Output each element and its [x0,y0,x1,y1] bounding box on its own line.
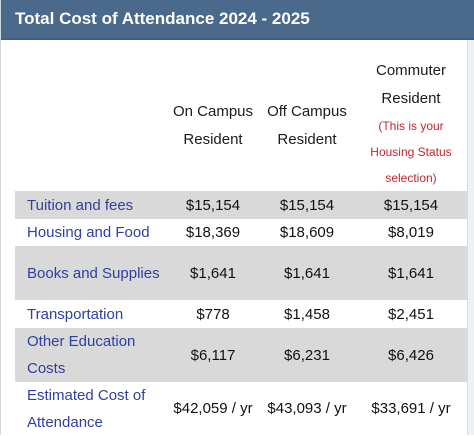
off-campus-value: $6,231 [284,346,330,364]
off-campus-value: $1,641 [284,264,330,282]
panel-right-edge [467,40,474,435]
column-header-off-campus: Off Campus Resident [259,98,355,154]
row-label: Transportation [27,305,124,323]
on-campus-value: $18,369 [185,224,241,241]
row-label: Tuition and fees [27,196,134,214]
on-campus-value: $778 [196,305,230,323]
row-label: Housing and Food [27,224,150,241]
column-header-on-campus: On Campus Resident [165,98,261,154]
column-header-line1: Off Campus [267,103,347,120]
table-row-other-education: Other Education Costs $6,117 $6,231 $6,4… [15,328,467,382]
table-row-tuition: Tuition and fees $15,154 $15,154 $15,154 [15,191,467,219]
column-header-commuter: Commuter Resident (This is your Housing … [355,57,467,191]
table-row-books: Books and Supplies $1,641 $1,641 $1,641 [15,246,467,300]
commuter-value: $2,451 [388,305,434,323]
column-header-line2: Resident [183,131,243,148]
commuter-value: $1,641 [388,264,434,282]
row-label: Other Education Costs [27,333,136,377]
on-campus-value: $15,154 [185,196,241,214]
title-bar: Total Cost of Attendance 2024 - 2025 [1,0,474,40]
on-campus-value: $6,117 [190,346,236,364]
housing-status-note-line1: (This is your [378,119,444,133]
row-label: Books and Supplies [27,264,160,282]
column-header-line1: Commuter [375,62,446,79]
on-campus-value: $1,641 [190,264,236,282]
off-campus-value: $43,093 / yr [267,400,347,417]
column-header-row: On Campus Resident Off Campus Resident C… [15,40,467,191]
on-campus-value: $42,059 / yr [173,400,253,417]
off-campus-value: $15,154 [279,196,335,214]
table-row-transportation: Transportation $778 $1,458 $2,451 [15,300,467,328]
commuter-value: $33,691 / yr [371,400,451,417]
table-row-estimated-total: Estimated Cost of Attendance $42,059 / y… [15,382,467,435]
column-header-line1: On Campus [172,103,254,120]
commuter-value: $8,019 [388,224,434,241]
table-title: Total Cost of Attendance 2024 - 2025 [15,9,310,28]
housing-status-note-line3: selection) [385,171,437,185]
row-label: Estimated Cost of Attendance [27,386,146,431]
housing-status-note-line2: Housing Status [370,145,452,159]
column-header-line2: Resident [277,131,337,148]
table-row-housing: Housing and Food $18,369 $18,609 $8,019 [15,219,467,246]
column-header-line2: Resident [381,90,441,107]
off-campus-value: $18,609 [279,224,335,241]
off-campus-value: $1,458 [284,305,330,323]
commuter-value: $15,154 [383,196,439,214]
commuter-value: $6,426 [388,346,434,364]
